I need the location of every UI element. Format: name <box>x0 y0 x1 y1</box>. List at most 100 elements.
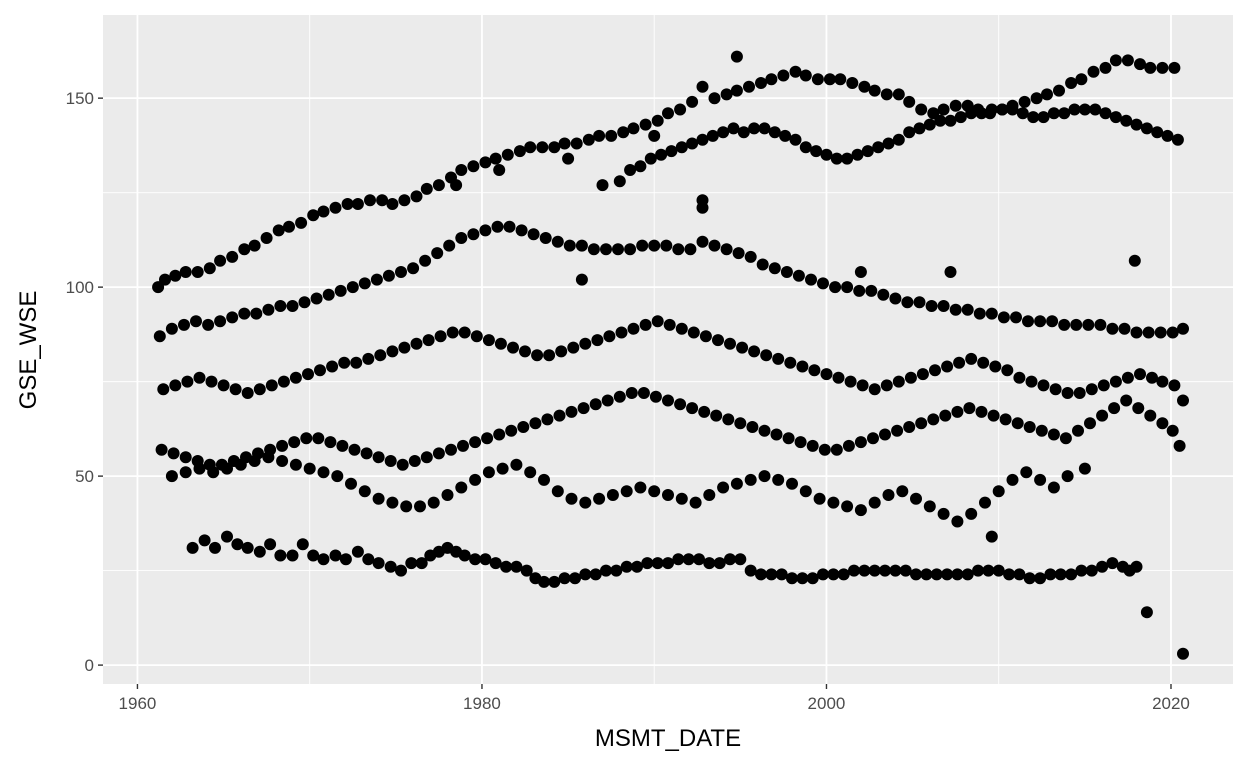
data-point <box>364 194 376 207</box>
x-tick-label: 2000 <box>808 694 846 713</box>
data-point <box>758 424 771 437</box>
data-point <box>841 152 854 165</box>
data-point <box>503 220 516 233</box>
data-point <box>575 273 588 286</box>
data-point <box>634 160 647 173</box>
data-point <box>925 300 938 312</box>
data-point <box>351 545 364 558</box>
data-point <box>482 466 495 479</box>
data-point <box>985 103 998 116</box>
data-point <box>768 262 781 275</box>
data-point <box>927 413 940 426</box>
data-point <box>527 228 540 241</box>
data-point <box>493 164 506 176</box>
data-point <box>603 330 616 343</box>
data-point <box>732 247 745 260</box>
data-point <box>963 402 976 415</box>
data-point <box>1022 315 1034 328</box>
data-point <box>944 114 957 127</box>
data-point <box>1082 318 1095 331</box>
data-point <box>784 356 797 369</box>
data-point <box>264 538 277 551</box>
data-point <box>1084 417 1096 430</box>
data-point <box>977 356 990 369</box>
y-tick-label: 0 <box>85 656 94 675</box>
data-point <box>345 477 357 490</box>
data-point <box>274 549 287 562</box>
data-point <box>834 73 847 86</box>
data-point <box>1134 58 1146 71</box>
data-point <box>558 572 571 585</box>
data-point <box>1037 379 1050 392</box>
data-point <box>949 99 962 112</box>
data-point <box>1085 383 1098 396</box>
data-point <box>651 315 664 328</box>
data-point <box>513 145 526 158</box>
data-point <box>179 266 192 278</box>
data-point <box>178 318 190 331</box>
data-point <box>808 364 821 377</box>
data-point <box>1065 568 1078 581</box>
data-point <box>844 375 857 388</box>
data-point <box>1118 322 1131 335</box>
data-point <box>951 568 964 581</box>
data-point <box>972 564 985 577</box>
data-point <box>717 481 730 494</box>
data-point <box>563 239 576 252</box>
data-point <box>1003 568 1016 581</box>
data-point <box>879 428 891 441</box>
data-point <box>324 436 337 449</box>
data-point <box>610 564 623 577</box>
data-point <box>214 254 227 267</box>
data-point <box>777 69 790 82</box>
data-point <box>524 466 537 479</box>
data-point <box>202 318 215 331</box>
data-point <box>362 553 375 566</box>
data-point <box>765 73 778 86</box>
data-point <box>613 175 626 188</box>
data-point <box>1132 402 1145 415</box>
data-point <box>536 141 549 154</box>
data-point <box>600 564 612 577</box>
data-point <box>207 466 220 479</box>
data-point <box>362 352 375 365</box>
data-point <box>1106 322 1119 335</box>
data-point <box>756 258 769 271</box>
data-point <box>1046 315 1059 328</box>
data-point <box>193 462 206 475</box>
data-point <box>450 179 463 192</box>
data-point <box>794 436 807 449</box>
data-point <box>915 417 928 430</box>
data-point <box>276 439 289 452</box>
data-point <box>624 243 637 256</box>
data-point <box>1121 54 1134 67</box>
data-point <box>515 224 528 237</box>
data-point <box>1156 417 1169 430</box>
data-point <box>346 281 359 294</box>
data-point <box>889 564 902 577</box>
data-point <box>1099 107 1112 120</box>
data-point <box>396 458 409 471</box>
data-point <box>772 352 785 365</box>
data-point <box>589 398 602 411</box>
data-point <box>541 413 554 426</box>
data-point <box>696 235 709 248</box>
data-point <box>710 409 723 422</box>
data-point <box>336 439 349 452</box>
data-point <box>253 545 266 558</box>
data-point <box>1059 432 1072 445</box>
data-point <box>408 455 421 467</box>
data-point <box>730 50 743 63</box>
data-point <box>913 296 926 309</box>
data-point <box>708 92 721 105</box>
data-point <box>789 65 802 78</box>
data-point <box>985 307 998 320</box>
data-point <box>303 462 316 475</box>
data-point <box>961 568 974 581</box>
data-point <box>851 148 864 161</box>
data-point <box>1020 466 1033 479</box>
data-point <box>832 371 845 384</box>
data-point <box>992 564 1005 577</box>
data-point <box>975 405 988 418</box>
data-point <box>329 549 342 562</box>
